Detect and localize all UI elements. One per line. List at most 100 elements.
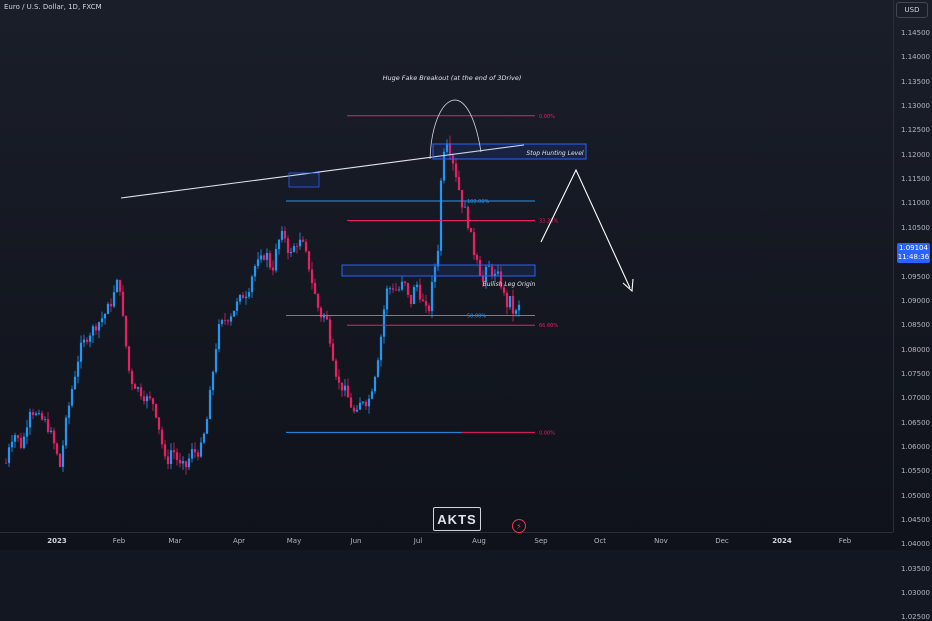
currency-button[interactable]: USD — [896, 2, 928, 18]
candle-body — [109, 303, 113, 307]
y-tick-label: 1.04500 — [901, 516, 930, 524]
candle-body — [112, 292, 116, 307]
candle-body — [427, 305, 431, 312]
x-tick-label: Mar — [168, 537, 182, 545]
candle-body — [22, 436, 26, 448]
candle-body — [514, 310, 518, 314]
candle-body — [178, 460, 182, 464]
x-tick-label: Jul — [413, 537, 423, 545]
candle-body — [322, 314, 326, 318]
candle-body — [58, 453, 62, 467]
candle-body — [31, 412, 35, 415]
candle-body — [115, 279, 119, 293]
candle-body — [430, 281, 434, 312]
candle-body — [292, 246, 296, 252]
time-axis[interactable]: 2023 Feb Mar Apr May Jun Jul Aug Sep Oct Nov Dec 202… — [0, 532, 893, 551]
candle-body — [157, 417, 161, 430]
price-chart-plot[interactable]: 0.00% 33.33% 66.60% 100.00% 50.00% 0.00% Huge … — [0, 0, 893, 532]
candle-body — [301, 239, 305, 242]
x-tick-label: Jun — [350, 537, 362, 545]
y-tick-label: 1.11500 — [901, 175, 930, 184]
candle-body — [415, 284, 419, 288]
candle-body — [100, 318, 104, 323]
candle-body — [244, 296, 248, 299]
candle-body — [412, 287, 416, 304]
projection-path — [540, 168, 631, 289]
candle-body — [397, 289, 401, 291]
candle-body — [91, 326, 95, 336]
candle-body — [400, 281, 404, 290]
y-tick-label: 1.06500 — [901, 418, 930, 427]
candle-body — [148, 396, 152, 399]
candle-body — [409, 294, 413, 304]
candle-body — [196, 452, 200, 457]
y-tick-label: 1.07000 — [901, 394, 930, 403]
candle-body — [382, 309, 386, 337]
candle-body — [40, 413, 44, 420]
candle-body — [34, 413, 38, 415]
candle-body — [490, 266, 494, 276]
y-tick-label: 1.14000 — [901, 53, 930, 62]
candle-body — [187, 458, 191, 468]
candle-body — [106, 303, 110, 314]
candle-body — [271, 267, 275, 271]
candle-body — [286, 238, 290, 253]
candle-body — [25, 427, 29, 437]
y-tick-label: 1.06000 — [901, 442, 930, 451]
x-tick-label: 2024 — [772, 537, 792, 545]
fib-level-label: 33.33% — [539, 218, 558, 224]
fib-level-label: 0.00% — [539, 114, 555, 120]
candle-body — [217, 324, 221, 350]
candle-body — [358, 402, 362, 410]
candle-body — [289, 251, 293, 253]
candle-body — [241, 294, 245, 299]
candle-body — [28, 412, 32, 428]
candle-body — [385, 288, 389, 310]
candle-body — [274, 249, 278, 271]
y-tick-label: 1.12500 — [901, 126, 930, 135]
fake-breakout-arc — [429, 99, 482, 160]
trendline — [120, 144, 525, 199]
lightning-icon[interactable]: ⚡ — [512, 519, 526, 533]
candle-body — [340, 382, 344, 391]
candle-body — [52, 430, 56, 444]
y-tick-label: 1.10500 — [901, 223, 930, 232]
candle-body — [175, 452, 179, 461]
candle-body — [319, 307, 323, 318]
candle-body — [466, 206, 470, 229]
candle-body — [391, 288, 395, 290]
x-tick-label: Nov — [654, 537, 668, 545]
y-tick-label: 1.08500 — [901, 321, 930, 330]
candle-body — [469, 228, 473, 233]
candle-body — [475, 255, 479, 260]
candle-body — [433, 266, 437, 282]
bullish-origin-box — [341, 264, 536, 277]
y-tick-label: 1.09000 — [901, 296, 930, 305]
y-tick-label: 1.05500 — [901, 467, 930, 476]
candle-body — [193, 449, 197, 453]
stop-hunting-box — [432, 143, 587, 160]
candle-body — [73, 376, 77, 390]
symbol-title[interactable]: Euro / U.S. Dollar, 1D, FXCM — [4, 3, 102, 11]
candle-body — [145, 396, 149, 402]
candle-body — [250, 276, 254, 293]
candle-body — [151, 398, 155, 405]
candle-body — [130, 370, 134, 385]
candle-body — [493, 273, 497, 276]
fib-level-label: 66.60% — [539, 323, 558, 329]
price-axis[interactable]: 1.14500 1.14000 1.13500 1.13000 1.12500 1.120… — [893, 0, 932, 621]
candle-body — [307, 251, 311, 270]
candle-body — [136, 387, 140, 389]
candle-body — [172, 450, 176, 453]
candle-body — [496, 271, 500, 274]
candle-body — [316, 293, 320, 308]
candle-body — [142, 396, 146, 402]
candle-body — [55, 443, 59, 454]
x-tick-label: Sep — [534, 537, 548, 545]
candle-body — [94, 326, 98, 331]
candle-body — [229, 316, 233, 322]
candle-body — [457, 177, 461, 190]
candle-body — [295, 246, 299, 247]
candle-body — [235, 301, 239, 311]
x-tick-label: Aug — [472, 537, 486, 545]
